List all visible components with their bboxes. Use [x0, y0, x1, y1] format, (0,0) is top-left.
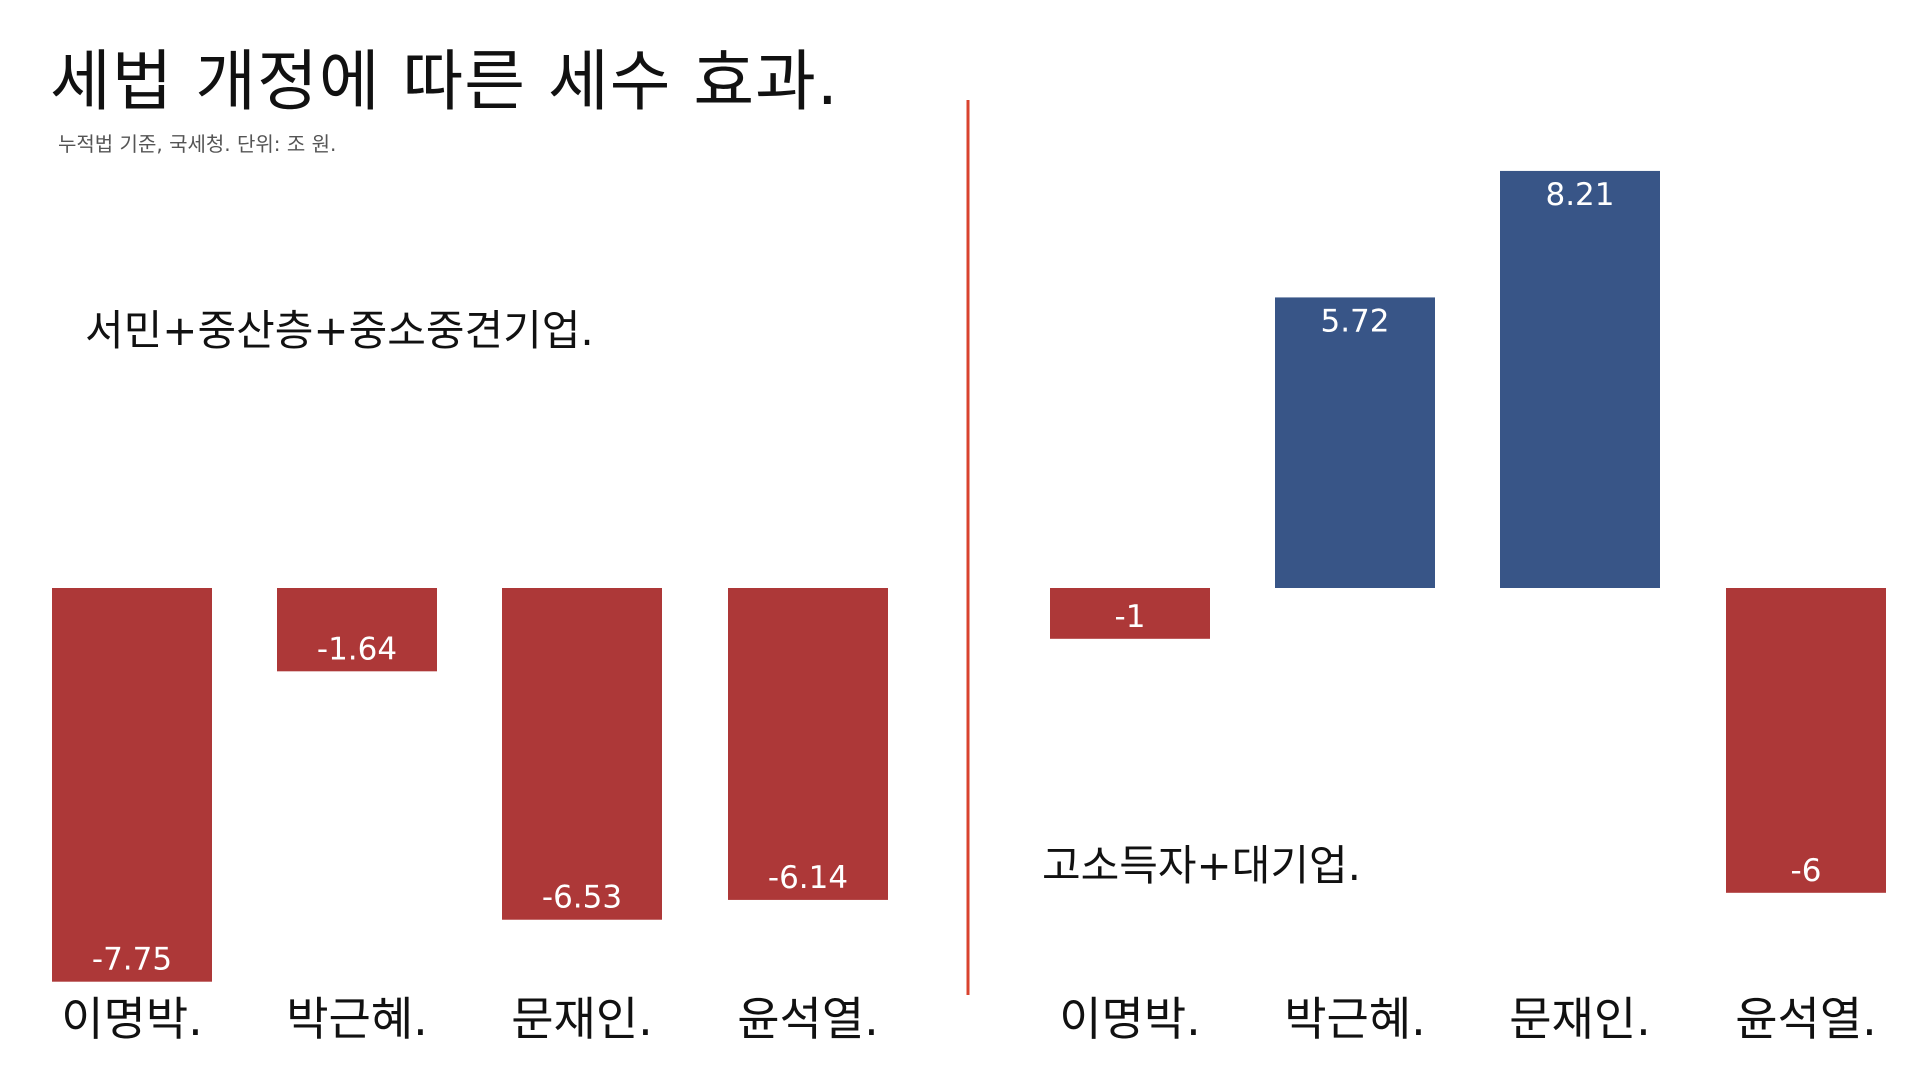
bar-3: [502, 588, 662, 920]
category-label: 이명박.: [1059, 992, 1201, 1046]
page-title: 세법 개정에 따른 세수 효과.: [50, 43, 839, 120]
page-subtitle: 누적법 기준, 국세청. 단위: 조 원.: [58, 132, 337, 156]
bar-value-label: -7.75: [92, 942, 172, 978]
bar-value-label: -1.64: [317, 631, 397, 667]
bar-value-label: -6.14: [768, 860, 848, 896]
bar-2: [1275, 297, 1435, 588]
panel-title: 고소득자+대기업.: [1042, 841, 1361, 890]
bar-value-label: -1: [1115, 599, 1146, 635]
category-label: 윤석열.: [1735, 992, 1877, 1046]
chart-panel-1: 서민+중산층+중소중견기업. -7.75 이명박. -1.64 박근혜. -6.53 문재인…: [52, 306, 888, 1046]
category-label: 문재인.: [1509, 992, 1651, 1046]
category-label: 윤석열.: [737, 992, 879, 1046]
bar-value-label: -6: [1791, 853, 1822, 889]
bar-value-label: 5.72: [1320, 303, 1389, 339]
category-label: 이명박.: [61, 992, 203, 1046]
bar-3: [1500, 170, 1660, 588]
bar-1: [1050, 588, 1210, 639]
panel-title: 서민+중산층+중소중견기업.: [85, 306, 594, 355]
bar-1: [52, 588, 212, 982]
bar-4: [1726, 588, 1886, 893]
chart-panel-2: 고소득자+대기업. -1 이명박. 5.72 박근혜. 8.21 문재인. -6 윤석열.: [1042, 170, 1886, 1046]
bar-4: [728, 588, 888, 900]
category-label: 박근혜.: [286, 992, 428, 1046]
bar-value-label: -6.53: [542, 880, 622, 916]
category-label: 문재인.: [511, 992, 653, 1046]
bar-2: [277, 588, 437, 672]
category-label: 박근혜.: [1284, 992, 1426, 1046]
bar-value-label: 8.21: [1545, 177, 1614, 213]
